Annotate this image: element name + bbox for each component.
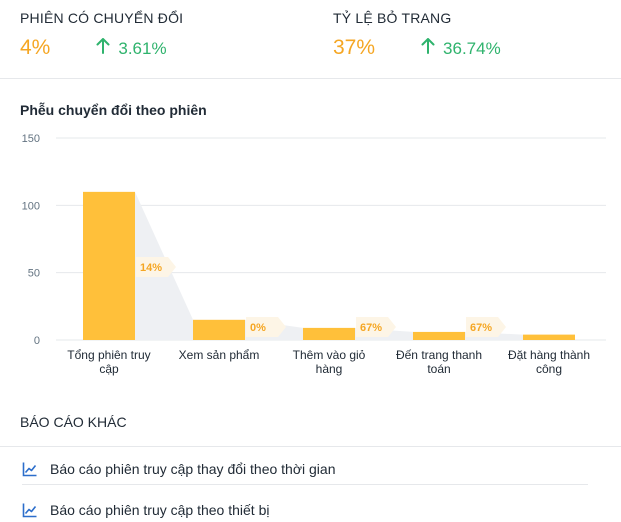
converted-sessions-title: PHIÊN CÓ CHUYỂN ĐỔI bbox=[20, 10, 184, 26]
conversion-rate-tag bbox=[356, 317, 396, 337]
conversion-rate-label: 67% bbox=[470, 322, 492, 334]
report-link-label: Báo cáo phiên truy cập thay đổi theo thờ… bbox=[50, 460, 336, 477]
y-tick-label: 150 bbox=[22, 133, 40, 145]
converted-sessions-change-value: 3.61% bbox=[118, 39, 167, 58]
report-link-sessions-over-time[interactable]: Báo cáo phiên truy cập thay đổi theo thờ… bbox=[22, 453, 588, 485]
x-category-label: Đến trang thanh toán bbox=[396, 348, 482, 376]
x-category-label: Tổng phiên truy cập bbox=[67, 348, 150, 376]
conversion-rate-label: 14% bbox=[140, 262, 162, 274]
report-link-sessions-by-device[interactable]: Báo cáo phiên truy cập theo thiết bị bbox=[22, 494, 588, 522]
funnel-bar bbox=[413, 331, 465, 340]
converted-sessions-change: 3.61% bbox=[96, 38, 167, 59]
x-category-label: Xem sản phẩm bbox=[179, 348, 260, 362]
x-category-label: Đặt hàng thành công bbox=[508, 348, 590, 376]
bounce-rate-value: 37% bbox=[333, 36, 376, 59]
bounce-rate-change-value: 36.74% bbox=[443, 39, 501, 58]
other-reports-title: BÁO CÁO KHÁC bbox=[20, 414, 127, 430]
y-tick-label: 0 bbox=[34, 335, 40, 347]
funnel-bar bbox=[523, 334, 575, 340]
arrow-up-icon bbox=[96, 38, 110, 54]
converted-sessions-value: 4% bbox=[20, 36, 51, 59]
funnel-chart-title: Phễu chuyển đổi theo phiên bbox=[20, 102, 207, 118]
conversion-rate-tag bbox=[466, 317, 506, 337]
funnel-bar bbox=[193, 319, 245, 340]
conversion-rate-label: 0% bbox=[250, 322, 266, 334]
bounce-rate-title: TỶ LỆ BỎ TRANG bbox=[333, 10, 452, 26]
conversion-rate-tag bbox=[246, 317, 286, 337]
y-tick-label: 50 bbox=[28, 268, 40, 280]
funnel-chart: 0 50 100 150 14% 0% 67% 67% Tổng phiên truy cập Xe… bbox=[22, 133, 606, 376]
chart-line-icon bbox=[22, 502, 38, 518]
conversion-rate-tag bbox=[136, 257, 176, 277]
bounce-rate-metric: TỶ LỆ BỎ TRANG 37% 36.74% bbox=[333, 10, 501, 60]
bounce-rate-change: 36.74% bbox=[421, 38, 501, 59]
x-category-label: Thêm vào giỏ hàng bbox=[293, 348, 366, 376]
divider bbox=[0, 446, 621, 447]
y-tick-label: 100 bbox=[22, 200, 40, 212]
funnel-bar bbox=[303, 327, 355, 340]
converted-sessions-metric: PHIÊN CÓ CHUYỂN ĐỔI 4% 3.61% bbox=[20, 10, 183, 60]
arrow-up-icon bbox=[421, 38, 435, 54]
funnel-bar bbox=[83, 191, 135, 340]
metrics-section: PHIÊN CÓ CHUYỂN ĐỔI 4% 3.61% TỶ LỆ BỎ TR… bbox=[0, 0, 621, 79]
report-link-label: Báo cáo phiên truy cập theo thiết bị bbox=[50, 502, 270, 518]
conversion-rate-label: 67% bbox=[360, 322, 382, 334]
chart-line-icon bbox=[22, 461, 38, 477]
